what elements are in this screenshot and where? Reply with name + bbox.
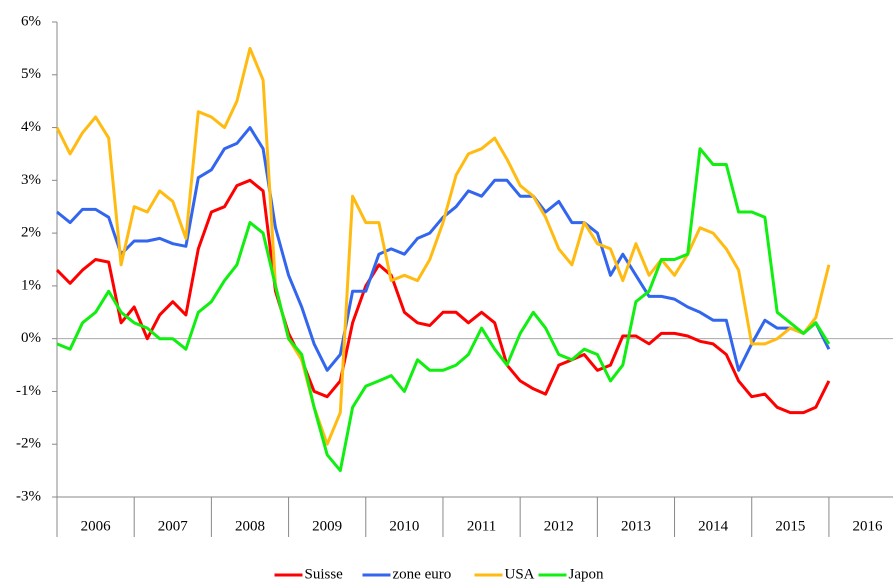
x-tick-label: 2014 — [698, 518, 729, 534]
y-tick-label: 1% — [21, 277, 41, 293]
y-tick-label: -1% — [16, 383, 41, 399]
y-tick-label: -3% — [16, 488, 41, 504]
x-tick-label: 2010 — [389, 518, 419, 534]
legend-label: zone euro — [393, 566, 452, 582]
x-tick-label: 2008 — [235, 518, 265, 534]
x-tick-label: 2007 — [158, 518, 189, 534]
y-tick-label: 2% — [21, 225, 41, 241]
x-tick-label: 2013 — [621, 518, 651, 534]
series-line — [56, 147, 831, 473]
y-tick-label: 4% — [21, 119, 41, 135]
series-line — [55, 178, 831, 415]
y-tick-label: 0% — [21, 330, 41, 346]
y-tick-label: 3% — [21, 172, 41, 188]
x-tick-label: 2015 — [775, 518, 805, 534]
y-tick-label: -2% — [16, 436, 41, 452]
x-tick-label: 2009 — [312, 518, 342, 534]
series-line — [55, 46, 831, 446]
legend-label: Japon — [569, 566, 604, 582]
y-tick-label: 5% — [21, 66, 41, 82]
y-tick-label: 6% — [21, 13, 41, 29]
x-tick-label: 2011 — [467, 518, 496, 534]
x-tick-label: 2012 — [544, 518, 574, 534]
legend-label: Suisse — [305, 566, 344, 582]
x-tick-label: 2016 — [853, 518, 884, 534]
x-tick-label: 2006 — [81, 518, 112, 534]
legend-label: USA — [505, 566, 535, 582]
